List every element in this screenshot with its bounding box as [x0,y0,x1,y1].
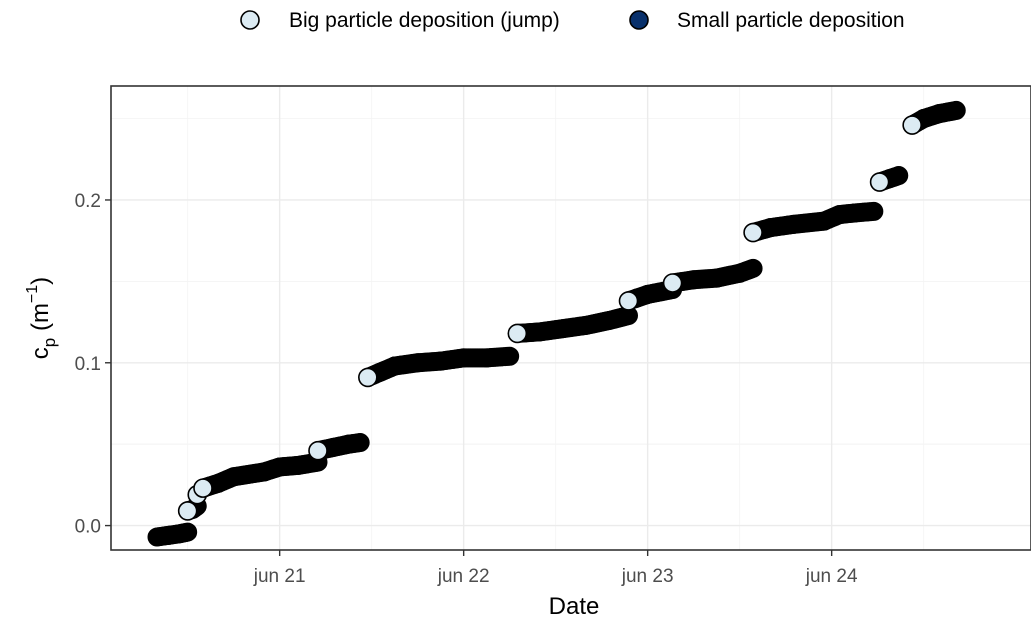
x-tick-label: jun 24 [805,566,858,587]
legend-key-small-particle [629,10,649,30]
big-particle-point [662,273,683,293]
y-axis-title-unit: (m [27,303,54,338]
y-tick-label: 0.0 [75,517,101,538]
small-particle-point [743,258,763,278]
svg-text:cp (m−1): cp (m−1) [24,277,59,359]
legend-key-big-particle [240,10,260,30]
small-particle-point [864,201,884,221]
y-tick-label: 0.2 [75,191,101,212]
y-axis-title-subscript: p [40,338,59,347]
big-particle-point [177,501,198,521]
legend-label-small-particle: Small particle deposition [677,9,905,32]
y-axis-title: cp (m−1) [24,277,59,359]
big-particle-point [358,367,378,388]
y-axis-title-close: ) [27,277,54,285]
x-axis-title: Date [549,593,600,620]
small-particle-point [350,433,370,453]
x-tick-label: jun 23 [621,566,674,587]
x-tick-label: jun 22 [437,566,490,587]
plot-panel-border [110,85,1031,551]
legend: Big particle deposition (jump) Small par… [240,9,905,32]
small-particle-point [889,166,909,186]
y-axis: 0.0 0.1 0.2 [75,191,111,538]
x-axis: jun 21 jun 22 jun 23 jun 24 [253,550,858,587]
y-axis-title-main: c [27,347,54,359]
small-particle-point [178,522,198,542]
data-points [147,100,966,547]
big-particle-point [308,440,328,461]
big-particle-point [507,323,528,344]
series-big-particle [177,115,922,521]
gridlines [111,86,1031,550]
y-tick-label: 0.1 [75,354,101,375]
small-particle-point [500,346,520,366]
x-tick-label: jun 21 [253,566,306,587]
legend-label-big-particle: Big particle deposition (jump) [289,9,560,32]
big-particle-point [902,115,922,135]
small-particle-point [946,100,966,120]
big-particle-point [618,291,639,311]
big-particle-point [193,478,213,498]
big-particle-point [743,222,763,243]
big-particle-point [869,172,890,192]
y-axis-title-superscript: −1 [24,285,41,303]
